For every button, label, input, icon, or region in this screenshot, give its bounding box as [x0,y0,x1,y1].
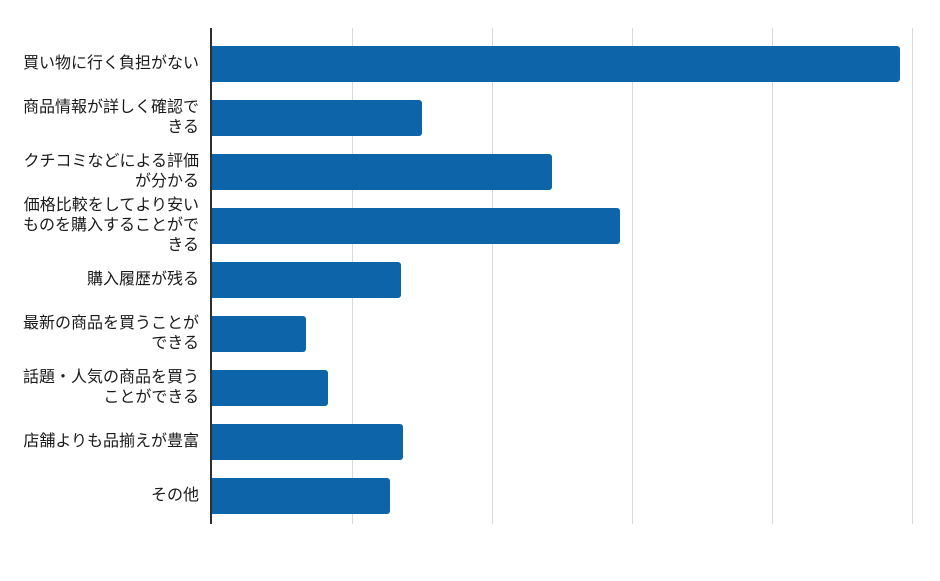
bar [212,316,306,352]
bar [212,208,620,244]
bar [212,262,402,298]
gridline [632,28,634,524]
category-label: 最新の商品を買うことが できる [22,315,199,352]
category-label: 購入履歴が残る [86,271,199,288]
bar [212,478,390,514]
category-label: 買い物に行く負担がない [22,55,199,72]
gridline [492,28,494,524]
category-label: 価格比較をしてより安い ものを購入することがで きる [22,197,199,254]
category-label: 商品情報が詳しく確認で きる [22,99,199,136]
category-label: クチコミなどによる評価 が分かる [23,153,199,190]
plot-area [210,28,939,524]
gridline [912,28,914,524]
category-label: 店舗よりも品揃えが豊富 [23,433,199,450]
gridline [772,28,774,524]
bar [212,370,329,406]
category-axis-labels: 買い物に行く負担がない商品情報が詳しく確認で きる クチコミなどによる評価 が分か… [0,28,206,524]
category-label: その他 [150,487,199,504]
y-axis-line [210,28,212,524]
bar [212,154,553,190]
bar [212,46,900,82]
bar [212,424,403,460]
category-label: 話題・人気の商品を買う ことができる [22,369,199,406]
bar [212,100,423,136]
